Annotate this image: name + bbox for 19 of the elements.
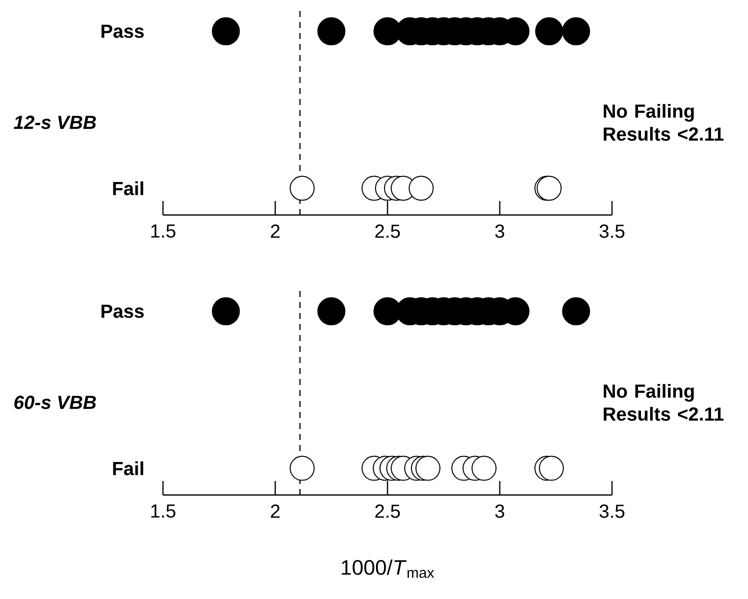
y-tick-label: Pass [102,24,144,38]
x-tick-label: 3.5 [600,504,624,518]
y-axis-title: 60-s VBB [14,396,96,410]
x-tick-label: 3 [495,224,504,238]
x-tick-label: 2.5 [375,504,400,518]
y-axis-title: 12-s VBB [14,116,96,130]
annotation: No Failing Results <2.11 [604,104,724,141]
x-tick-label: 1.5 [151,504,176,518]
x-tick-label: 2 [270,224,280,238]
x-tick-label: 3 [495,504,504,518]
x-tick-label: 2 [270,504,280,518]
x-tick-label: 2.5 [375,224,400,238]
x-tick-label: 1.5 [151,224,176,238]
y-tick-label: Pass [102,304,144,318]
x-tick-label: 3.5 [600,224,624,238]
annotation: No Failing Results <2.11 [604,384,724,421]
x-axis-title: 1000/T$_{max}$ [342,560,434,578]
y-tick-label: Fail [113,181,144,196]
y-tick-label: Fail [113,461,144,476]
